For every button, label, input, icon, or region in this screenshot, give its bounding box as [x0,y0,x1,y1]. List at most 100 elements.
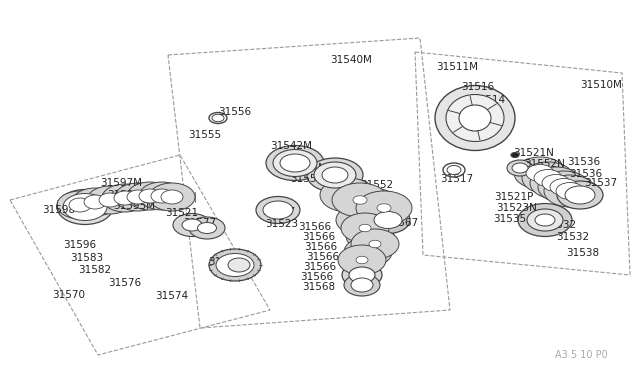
Ellipse shape [362,248,374,256]
Text: 31521: 31521 [165,208,198,218]
Ellipse shape [344,188,400,222]
Ellipse shape [102,184,148,212]
Ellipse shape [535,214,555,226]
Text: 31566: 31566 [302,232,335,242]
Ellipse shape [374,212,402,228]
Ellipse shape [216,253,254,276]
Ellipse shape [314,162,356,188]
Text: 31552: 31552 [360,180,393,190]
Ellipse shape [228,258,250,272]
Ellipse shape [322,167,348,183]
Ellipse shape [356,256,368,264]
Text: 31536: 31536 [567,157,600,167]
Text: 31554: 31554 [290,174,323,184]
Ellipse shape [161,190,183,204]
Ellipse shape [349,267,375,283]
Text: 31532: 31532 [543,220,576,230]
Ellipse shape [182,219,202,231]
Text: 31576: 31576 [108,278,141,288]
Ellipse shape [189,217,225,239]
Ellipse shape [556,183,584,199]
Ellipse shape [369,240,381,248]
Text: 31514: 31514 [472,95,505,105]
Ellipse shape [151,189,173,203]
Ellipse shape [542,174,570,192]
Ellipse shape [459,105,491,131]
Ellipse shape [320,178,376,212]
Ellipse shape [522,162,574,194]
Text: 31567: 31567 [385,218,418,228]
Ellipse shape [507,160,533,176]
Text: 31566: 31566 [306,252,339,262]
Ellipse shape [263,201,293,219]
Ellipse shape [84,195,106,209]
Ellipse shape [280,154,310,172]
Ellipse shape [127,182,173,210]
Ellipse shape [149,183,195,211]
Ellipse shape [338,245,386,275]
Ellipse shape [57,189,113,224]
Text: 31537: 31537 [584,178,617,188]
Ellipse shape [530,167,582,199]
Ellipse shape [99,193,121,207]
Ellipse shape [526,164,554,182]
Text: 31538: 31538 [566,248,599,258]
Ellipse shape [351,278,373,292]
Text: 31511M: 31511M [436,62,478,72]
Text: 31598: 31598 [42,205,75,215]
Ellipse shape [114,191,136,205]
Ellipse shape [273,150,317,176]
Ellipse shape [341,213,389,243]
Ellipse shape [351,229,399,259]
Ellipse shape [565,186,595,204]
Ellipse shape [557,181,603,209]
Ellipse shape [69,198,91,212]
Ellipse shape [550,179,578,196]
Text: 31516: 31516 [461,82,494,92]
Text: 31552N: 31552N [524,159,565,169]
Ellipse shape [139,189,161,203]
Ellipse shape [341,191,355,199]
Text: 31510M: 31510M [580,80,622,90]
Text: 31566: 31566 [304,242,337,252]
Text: 31544M: 31544M [285,163,327,173]
Ellipse shape [344,237,392,267]
Ellipse shape [544,175,596,207]
Ellipse shape [256,196,300,224]
Ellipse shape [307,158,363,192]
Text: 31571: 31571 [208,257,241,267]
Ellipse shape [346,221,394,251]
Ellipse shape [72,188,118,216]
Text: 31582: 31582 [78,265,111,275]
Text: 31536: 31536 [569,169,602,179]
Ellipse shape [359,224,371,232]
Text: 31562: 31562 [360,191,393,201]
Ellipse shape [139,182,185,210]
Text: 31521N: 31521N [513,148,554,158]
Text: 31562: 31562 [363,213,396,223]
Ellipse shape [266,145,324,180]
Ellipse shape [446,94,504,141]
Ellipse shape [364,232,376,240]
Ellipse shape [366,206,410,234]
Text: 31597M: 31597M [100,178,142,188]
Text: 31566: 31566 [303,262,336,272]
Ellipse shape [435,86,515,151]
Ellipse shape [57,191,103,219]
Ellipse shape [534,170,562,186]
Text: 31577: 31577 [183,218,216,228]
Text: 31596: 31596 [63,240,96,250]
Ellipse shape [365,201,379,209]
Text: 31535: 31535 [493,214,526,224]
Text: 31555: 31555 [188,130,221,140]
Text: 31570: 31570 [52,290,85,300]
Ellipse shape [209,249,261,281]
Ellipse shape [173,214,211,237]
Text: 31546: 31546 [278,153,311,163]
Text: 31568: 31568 [302,282,335,292]
Ellipse shape [538,171,590,203]
Ellipse shape [344,274,380,296]
Text: 31562: 31562 [360,202,393,212]
Text: A3 5 10 P0: A3 5 10 P0 [555,350,608,360]
Text: 31574: 31574 [155,291,188,301]
